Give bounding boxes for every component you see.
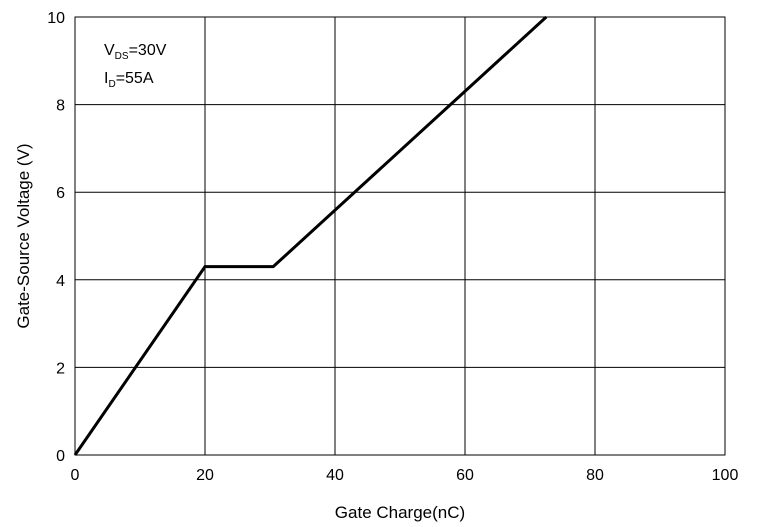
y-tick-label: 10 — [47, 10, 65, 27]
x-tick-label: 0 — [71, 467, 80, 484]
x-tick-label: 100 — [712, 467, 739, 484]
vds-annotation-value: =30V — [129, 42, 167, 59]
vds-annotation: VDS=30V — [104, 42, 167, 62]
x-tick-labels: 0 20 40 60 80 100 — [71, 467, 739, 484]
y-axis-label: Gate-Source Voltage (V) — [14, 143, 33, 328]
y-tick-label: 6 — [56, 185, 65, 202]
vds-annotation-sub: DS — [115, 51, 129, 62]
series-line — [73, 15, 548, 456]
y-tick-label: 8 — [56, 98, 65, 115]
x-axis-label: Gate Charge(nC) — [335, 503, 465, 522]
id-annotation-main: I — [104, 70, 108, 87]
y-tick-label: 4 — [56, 273, 65, 290]
x-tick-label: 40 — [326, 467, 344, 484]
x-tick-label: 20 — [196, 467, 214, 484]
id-annotation-sub: D — [108, 79, 115, 90]
x-tick-label: 60 — [456, 467, 474, 484]
plot-frame — [74, 16, 726, 456]
id-annotation: ID=55A — [104, 70, 154, 90]
vds-annotation-main: V — [104, 42, 115, 59]
y-tick-label: 0 — [56, 448, 65, 465]
x-tick-label: 80 — [586, 467, 604, 484]
id-annotation-value: =55A — [116, 70, 154, 87]
series-group — [73, 15, 548, 456]
y-tick-labels: 0 2 4 6 8 10 — [47, 10, 65, 465]
y-tick-label: 2 — [56, 360, 65, 377]
grid-lines — [74, 16, 726, 456]
